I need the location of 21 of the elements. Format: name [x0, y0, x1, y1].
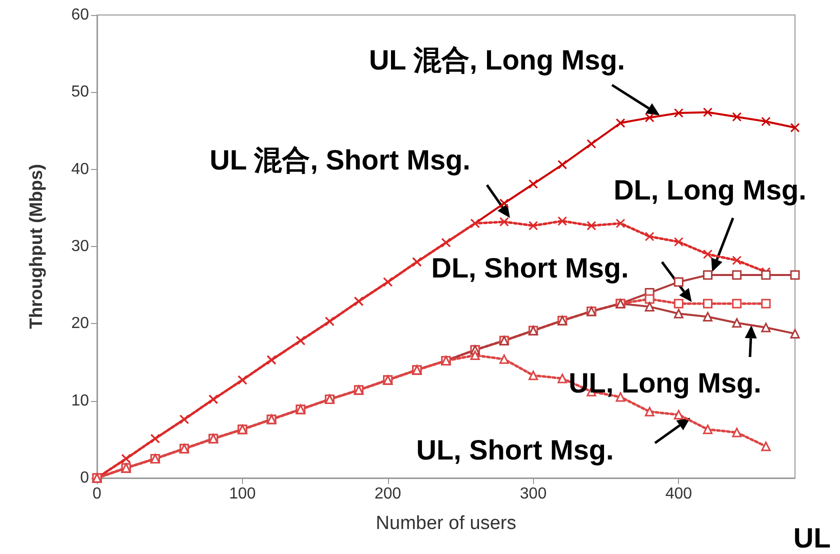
annotation: UL, Short Msg.	[416, 434, 614, 466]
x-axis-title: Number of users	[376, 513, 516, 534]
x-tick-label: 100	[229, 486, 256, 502]
y-tick-label: 60	[71, 6, 90, 24]
annotation: DL, Short Msg.	[431, 252, 629, 284]
x-tick-label: 200	[374, 486, 402, 502]
annotation: DL, Long Msg.	[614, 174, 806, 206]
annotation: UL 混合, Short Msg.	[210, 144, 470, 176]
y-tick-label: 30	[71, 238, 90, 255]
x-tick-label: 0	[92, 486, 102, 502]
text: UL	[793, 522, 831, 554]
y-tick-label: 10	[71, 392, 90, 410]
annotation: UL 混合, Long Msg.	[368, 44, 626, 76]
x-tick-label: 400	[665, 486, 692, 502]
y-tick-label: 20	[71, 315, 90, 332]
y-tick-label: 40	[71, 160, 90, 178]
x-tick-label: 300	[520, 486, 547, 502]
y-axis-title: Throughput (Mbps)	[26, 164, 46, 329]
y-tick-label: 0	[80, 470, 90, 486]
y-tick-label: 50	[71, 84, 90, 101]
annotation: UL, Long Msg.	[568, 368, 762, 398]
